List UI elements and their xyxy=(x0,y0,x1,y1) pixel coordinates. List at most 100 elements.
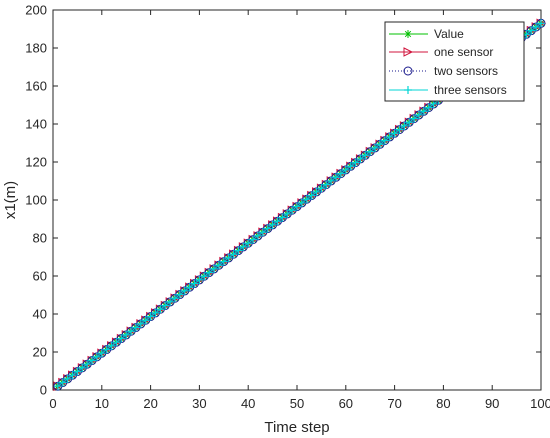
point-three-sensors-56 xyxy=(322,180,331,189)
point-three-sensors-22 xyxy=(156,305,165,314)
legend-label-two-sensors: two sensors xyxy=(434,64,498,78)
point-three-sensors-40 xyxy=(244,239,253,248)
legend-label-value: Value xyxy=(434,27,464,41)
point-three-sensors-27 xyxy=(180,286,189,295)
point-three-sensors-41 xyxy=(249,235,258,244)
legend-marker-three-sensors xyxy=(404,86,412,94)
point-three-sensors-43 xyxy=(258,228,267,237)
point-three-sensors-25 xyxy=(171,294,179,303)
point-three-sensors-76 xyxy=(419,107,428,116)
y-axis-title: x1(m) xyxy=(2,181,19,219)
legend: Value one sensor two sensors three senso… xyxy=(384,21,525,102)
point-three-sensors-51 xyxy=(297,198,306,207)
x-tick-label-100: 100 xyxy=(530,396,550,411)
point-three-sensors-29 xyxy=(190,279,199,288)
x-tick-label-0: 0 xyxy=(49,396,56,411)
y-tick-label-140: 140 xyxy=(25,117,47,132)
x-tick-label-30: 30 xyxy=(192,396,206,411)
point-three-sensors-38 xyxy=(234,246,243,255)
x-tick-label-80: 80 xyxy=(436,396,450,411)
point-three-sensors-63 xyxy=(356,154,365,163)
point-three-sensors-55 xyxy=(317,184,326,193)
point-three-sensors-33 xyxy=(210,264,219,273)
point-three-sensors-4 xyxy=(68,371,77,380)
point-three-sensors-74 xyxy=(410,114,419,123)
point-three-sensors-50 xyxy=(293,202,301,211)
x-tick-label-60: 60 xyxy=(339,396,353,411)
point-three-sensors-36 xyxy=(224,253,233,262)
point-three-sensors-52 xyxy=(302,195,311,204)
point-three-sensors-48 xyxy=(283,209,292,218)
x-axis: 0 10 20 30 40 50 60 70 80 90 100 xyxy=(49,10,550,411)
point-three-sensors-72 xyxy=(400,121,409,130)
point-three-sensors-65 xyxy=(366,147,375,156)
legend-entry-two-sensors: two sensors xyxy=(389,64,498,78)
x-axis-title: Time step xyxy=(264,419,329,436)
point-three-sensors-13 xyxy=(112,338,121,347)
point-three-sensors-47 xyxy=(278,213,287,222)
point-three-sensors-44 xyxy=(263,224,272,233)
legend-symbol-two-sensors xyxy=(403,66,413,76)
legend-entry-three-sensors: three sensors xyxy=(389,83,507,97)
point-three-sensors-6 xyxy=(78,363,87,372)
point-three-sensors-53 xyxy=(307,191,316,200)
legend-symbol-value xyxy=(404,30,412,38)
point-three-sensors-45 xyxy=(268,220,277,229)
x-tick-label-20: 20 xyxy=(143,396,157,411)
point-three-sensors-7 xyxy=(83,360,92,369)
point-three-sensors-3 xyxy=(63,374,72,383)
legend-marker-value xyxy=(404,30,412,38)
x-tick-label-40: 40 xyxy=(241,396,255,411)
point-three-sensors-34 xyxy=(214,261,223,270)
point-three-sensors-68 xyxy=(380,136,389,145)
point-three-sensors-9 xyxy=(92,352,101,361)
point-three-sensors-12 xyxy=(107,341,116,350)
x-tick-label-70: 70 xyxy=(387,396,401,411)
y-axis: 0 20 40 60 80 100 120 140 160 180 200 xyxy=(25,3,541,398)
point-three-sensors-99 xyxy=(532,22,541,31)
point-three-sensors-71 xyxy=(395,125,404,134)
point-three-sensors-16 xyxy=(127,327,136,336)
point-three-sensors-57 xyxy=(327,176,336,185)
point-three-sensors-20 xyxy=(146,312,155,321)
point-three-sensors-77 xyxy=(424,103,433,112)
point-three-sensors-30 xyxy=(195,275,204,284)
point-three-sensors-66 xyxy=(371,143,380,152)
point-three-sensors-15 xyxy=(122,330,131,339)
x-tick-label-90: 90 xyxy=(485,396,499,411)
point-three-sensors-31 xyxy=(200,272,209,281)
point-three-sensors-17 xyxy=(131,323,140,332)
point-three-sensors-49 xyxy=(288,206,297,215)
point-three-sensors-73 xyxy=(405,118,414,127)
y-tick-label-120: 120 xyxy=(25,155,47,170)
point-three-sensors-35 xyxy=(219,257,228,266)
point-three-sensors-75 xyxy=(415,110,423,119)
point-three-sensors-8 xyxy=(88,356,97,365)
point-three-sensors-59 xyxy=(336,169,345,178)
y-tick-label-100: 100 xyxy=(25,193,47,208)
y-tick-label-20: 20 xyxy=(33,345,47,360)
legend-entry-one-sensor: one sensor xyxy=(389,45,493,59)
point-three-sensors-5 xyxy=(73,367,82,376)
y-tick-label-60: 60 xyxy=(33,269,47,284)
legend-label-three-sensors: three sensors xyxy=(434,83,507,97)
point-three-sensors-24 xyxy=(166,297,175,306)
point-three-sensors-70 xyxy=(390,129,399,138)
point-three-sensors-21 xyxy=(151,308,160,317)
point-three-sensors-42 xyxy=(253,231,262,240)
point-three-sensors-69 xyxy=(385,132,394,141)
point-three-sensors-18 xyxy=(136,319,145,328)
point-three-sensors-54 xyxy=(312,187,321,196)
point-three-sensors-32 xyxy=(205,268,214,277)
y-tick-label-180: 180 xyxy=(25,41,47,56)
point-three-sensors-23 xyxy=(161,301,170,310)
point-three-sensors-67 xyxy=(375,140,384,149)
point-three-sensors-62 xyxy=(351,158,360,167)
x-tick-label-10: 10 xyxy=(95,396,109,411)
legend-entry-value: Value xyxy=(389,27,464,41)
point-three-sensors-28 xyxy=(185,283,194,292)
point-three-sensors-11 xyxy=(102,345,111,354)
point-three-sensors-61 xyxy=(346,162,355,171)
point-three-sensors-10 xyxy=(97,349,106,358)
